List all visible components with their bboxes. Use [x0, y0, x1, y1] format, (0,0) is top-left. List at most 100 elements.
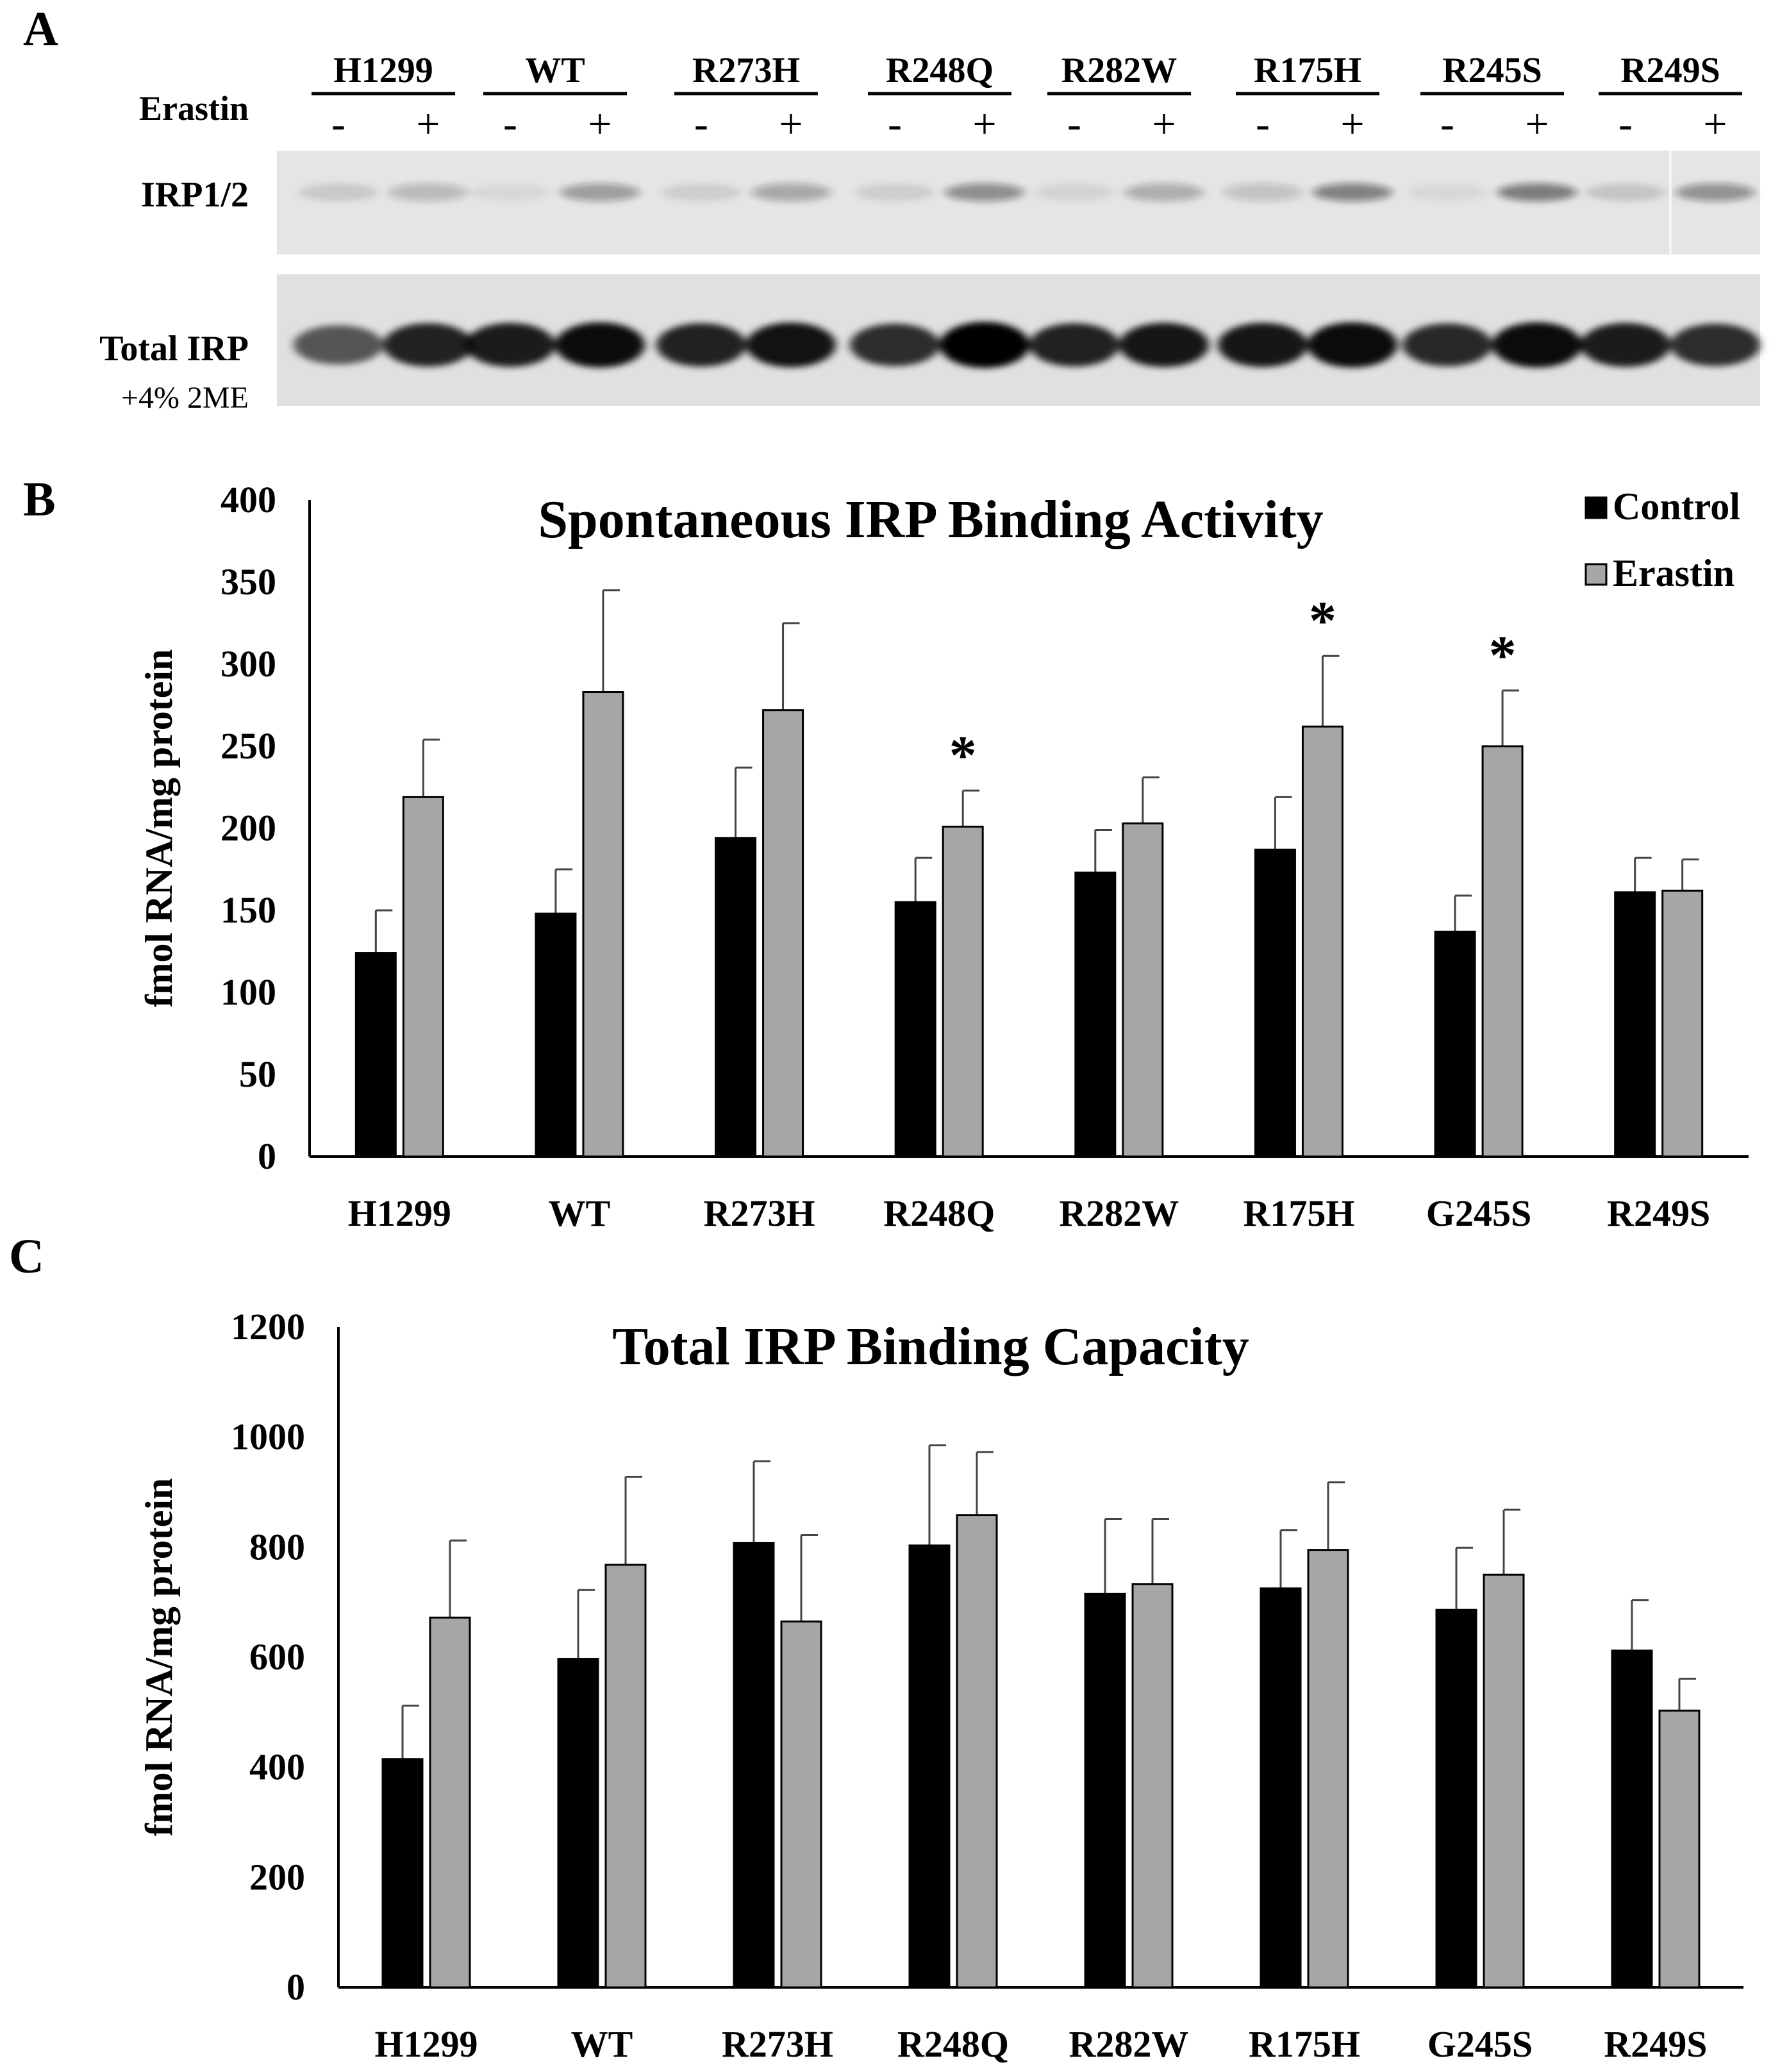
- significance-marker: *: [1309, 590, 1336, 651]
- bar-erastin: [1131, 1583, 1174, 1989]
- irp12-blot-background: [277, 151, 1760, 255]
- x-tick-label: R248Q: [897, 2023, 1009, 2065]
- irp12-band: [1497, 183, 1577, 201]
- bar-erastin: [942, 825, 984, 1158]
- total-irp-band: [383, 323, 473, 367]
- irp12-band: [661, 183, 741, 201]
- total-irp-band: [1029, 323, 1119, 367]
- total-irp-band: [1581, 322, 1670, 367]
- panel-b-label: B: [23, 472, 56, 526]
- y-tick-label: 350: [220, 561, 276, 603]
- x-tick-label: WT: [571, 2023, 633, 2065]
- x-tick-label: R282W: [1059, 1192, 1179, 1234]
- bar-erastin: [582, 691, 624, 1158]
- bar-control: [1614, 891, 1656, 1158]
- bar-control: [535, 912, 577, 1158]
- bar-control: [1084, 1592, 1126, 1989]
- bar-control: [381, 1758, 424, 1989]
- irp12-band: [1313, 183, 1392, 201]
- lane-plus-sign: +: [416, 101, 440, 147]
- irp12-band: [1586, 183, 1665, 201]
- y-axis-label: fmol RNA/mg protein: [138, 649, 180, 1008]
- bar-erastin: [1658, 1709, 1701, 1989]
- bar-control: [1434, 930, 1476, 1158]
- bar-control: [354, 952, 397, 1158]
- y-tick-label: 250: [220, 725, 276, 767]
- lane-minus-sign: -: [888, 101, 902, 147]
- bar-erastin: [1301, 725, 1343, 1158]
- x-tick-label: R175H: [1249, 2023, 1360, 2065]
- bar-erastin: [1661, 889, 1704, 1158]
- blot-group-label: R273H: [692, 51, 800, 90]
- legend-swatch-control: [1585, 496, 1608, 519]
- irp12-band: [388, 183, 468, 201]
- x-tick-label: G245S: [1426, 1192, 1531, 1234]
- x-tick-label: WT: [549, 1192, 611, 1234]
- total-irp-sublabel: +4% 2ME: [121, 381, 249, 415]
- y-axis-label: fmol RNA/mg protein: [138, 1478, 180, 1837]
- y-tick-label: 1000: [231, 1416, 305, 1458]
- lane-minus-sign: -: [503, 101, 517, 147]
- y-tick-label: 600: [249, 1636, 305, 1678]
- bar-control: [557, 1658, 599, 1989]
- total-irp-band: [940, 322, 1029, 368]
- irp12-band: [855, 183, 935, 201]
- y-tick-label: 800: [249, 1526, 305, 1567]
- total-irp-band: [746, 322, 836, 367]
- total-irp-band: [1308, 322, 1397, 368]
- significance-marker: *: [1489, 624, 1517, 686]
- y-tick-label: 1200: [231, 1306, 305, 1348]
- blot-group-headers: H1299- +WT- +R273H- +R248Q- +R282W- +R175H- +R…: [312, 51, 1742, 147]
- x-tick-label: R175H: [1243, 1192, 1354, 1234]
- total-irp-band: [1670, 323, 1760, 367]
- bar-erastin: [956, 1514, 998, 1989]
- lane-plus-sign: +: [1152, 101, 1176, 147]
- bar-control: [1260, 1587, 1302, 1989]
- total-irp-bands: [294, 322, 1760, 368]
- x-tick-label: R249S: [1604, 2023, 1707, 2065]
- y-tick-label: 100: [220, 971, 276, 1013]
- x-tick-label: R273H: [722, 2023, 833, 2065]
- irp12-band: [1223, 183, 1302, 201]
- irp12-label: IRP1/2: [141, 175, 249, 215]
- lane-plus-sign: +: [972, 101, 996, 147]
- y-tick-label: 200: [220, 807, 276, 849]
- y-tick-label: 400: [249, 1746, 305, 1788]
- bar-erastin: [1122, 822, 1164, 1158]
- total-irp-blot: [277, 274, 1760, 406]
- y-tick-label: 0: [258, 1135, 276, 1177]
- irp12-bands: [299, 183, 1755, 201]
- lane-minus-sign: -: [1440, 101, 1454, 147]
- blot-group-label: R282W: [1061, 51, 1177, 90]
- x-tick-label: R282W: [1069, 2023, 1189, 2065]
- total-irp-band: [1218, 322, 1308, 367]
- lane-minus-sign: -: [1067, 101, 1081, 147]
- irp12-band: [1676, 183, 1755, 201]
- bar-erastin: [780, 1620, 822, 1989]
- y-tick-label: 0: [287, 1966, 305, 2008]
- total-irp-band: [850, 323, 940, 367]
- y-tick-label: 400: [220, 479, 276, 521]
- lane-plus-sign: +: [1525, 101, 1549, 147]
- lane-plus-sign: +: [779, 101, 803, 147]
- chart-title: Total IRP Binding Capacity: [612, 1317, 1249, 1376]
- irp12-band: [470, 183, 550, 201]
- significance-marker: *: [949, 724, 977, 786]
- bar-erastin: [1481, 745, 1524, 1158]
- bar-control: [715, 837, 757, 1158]
- lane-minus-sign: -: [694, 101, 708, 147]
- bar-control: [908, 1544, 951, 1989]
- x-tick-label: H1299: [348, 1192, 451, 1234]
- blot-group-label: R248Q: [886, 51, 994, 90]
- panel-c-label: C: [9, 1230, 44, 1283]
- y-tick-label: 200: [249, 1856, 305, 1898]
- blot-group-label: WT: [525, 51, 585, 90]
- lane-minus-sign: -: [1618, 101, 1633, 147]
- x-tick-label: H1299: [374, 2023, 478, 2065]
- total-irp-label: Total IRP: [99, 329, 249, 369]
- x-tick-label: G245S: [1427, 2023, 1533, 2065]
- bar-erastin: [604, 1564, 647, 1989]
- irp12-blot: [277, 151, 1760, 255]
- lane-plus-sign: +: [1340, 101, 1364, 147]
